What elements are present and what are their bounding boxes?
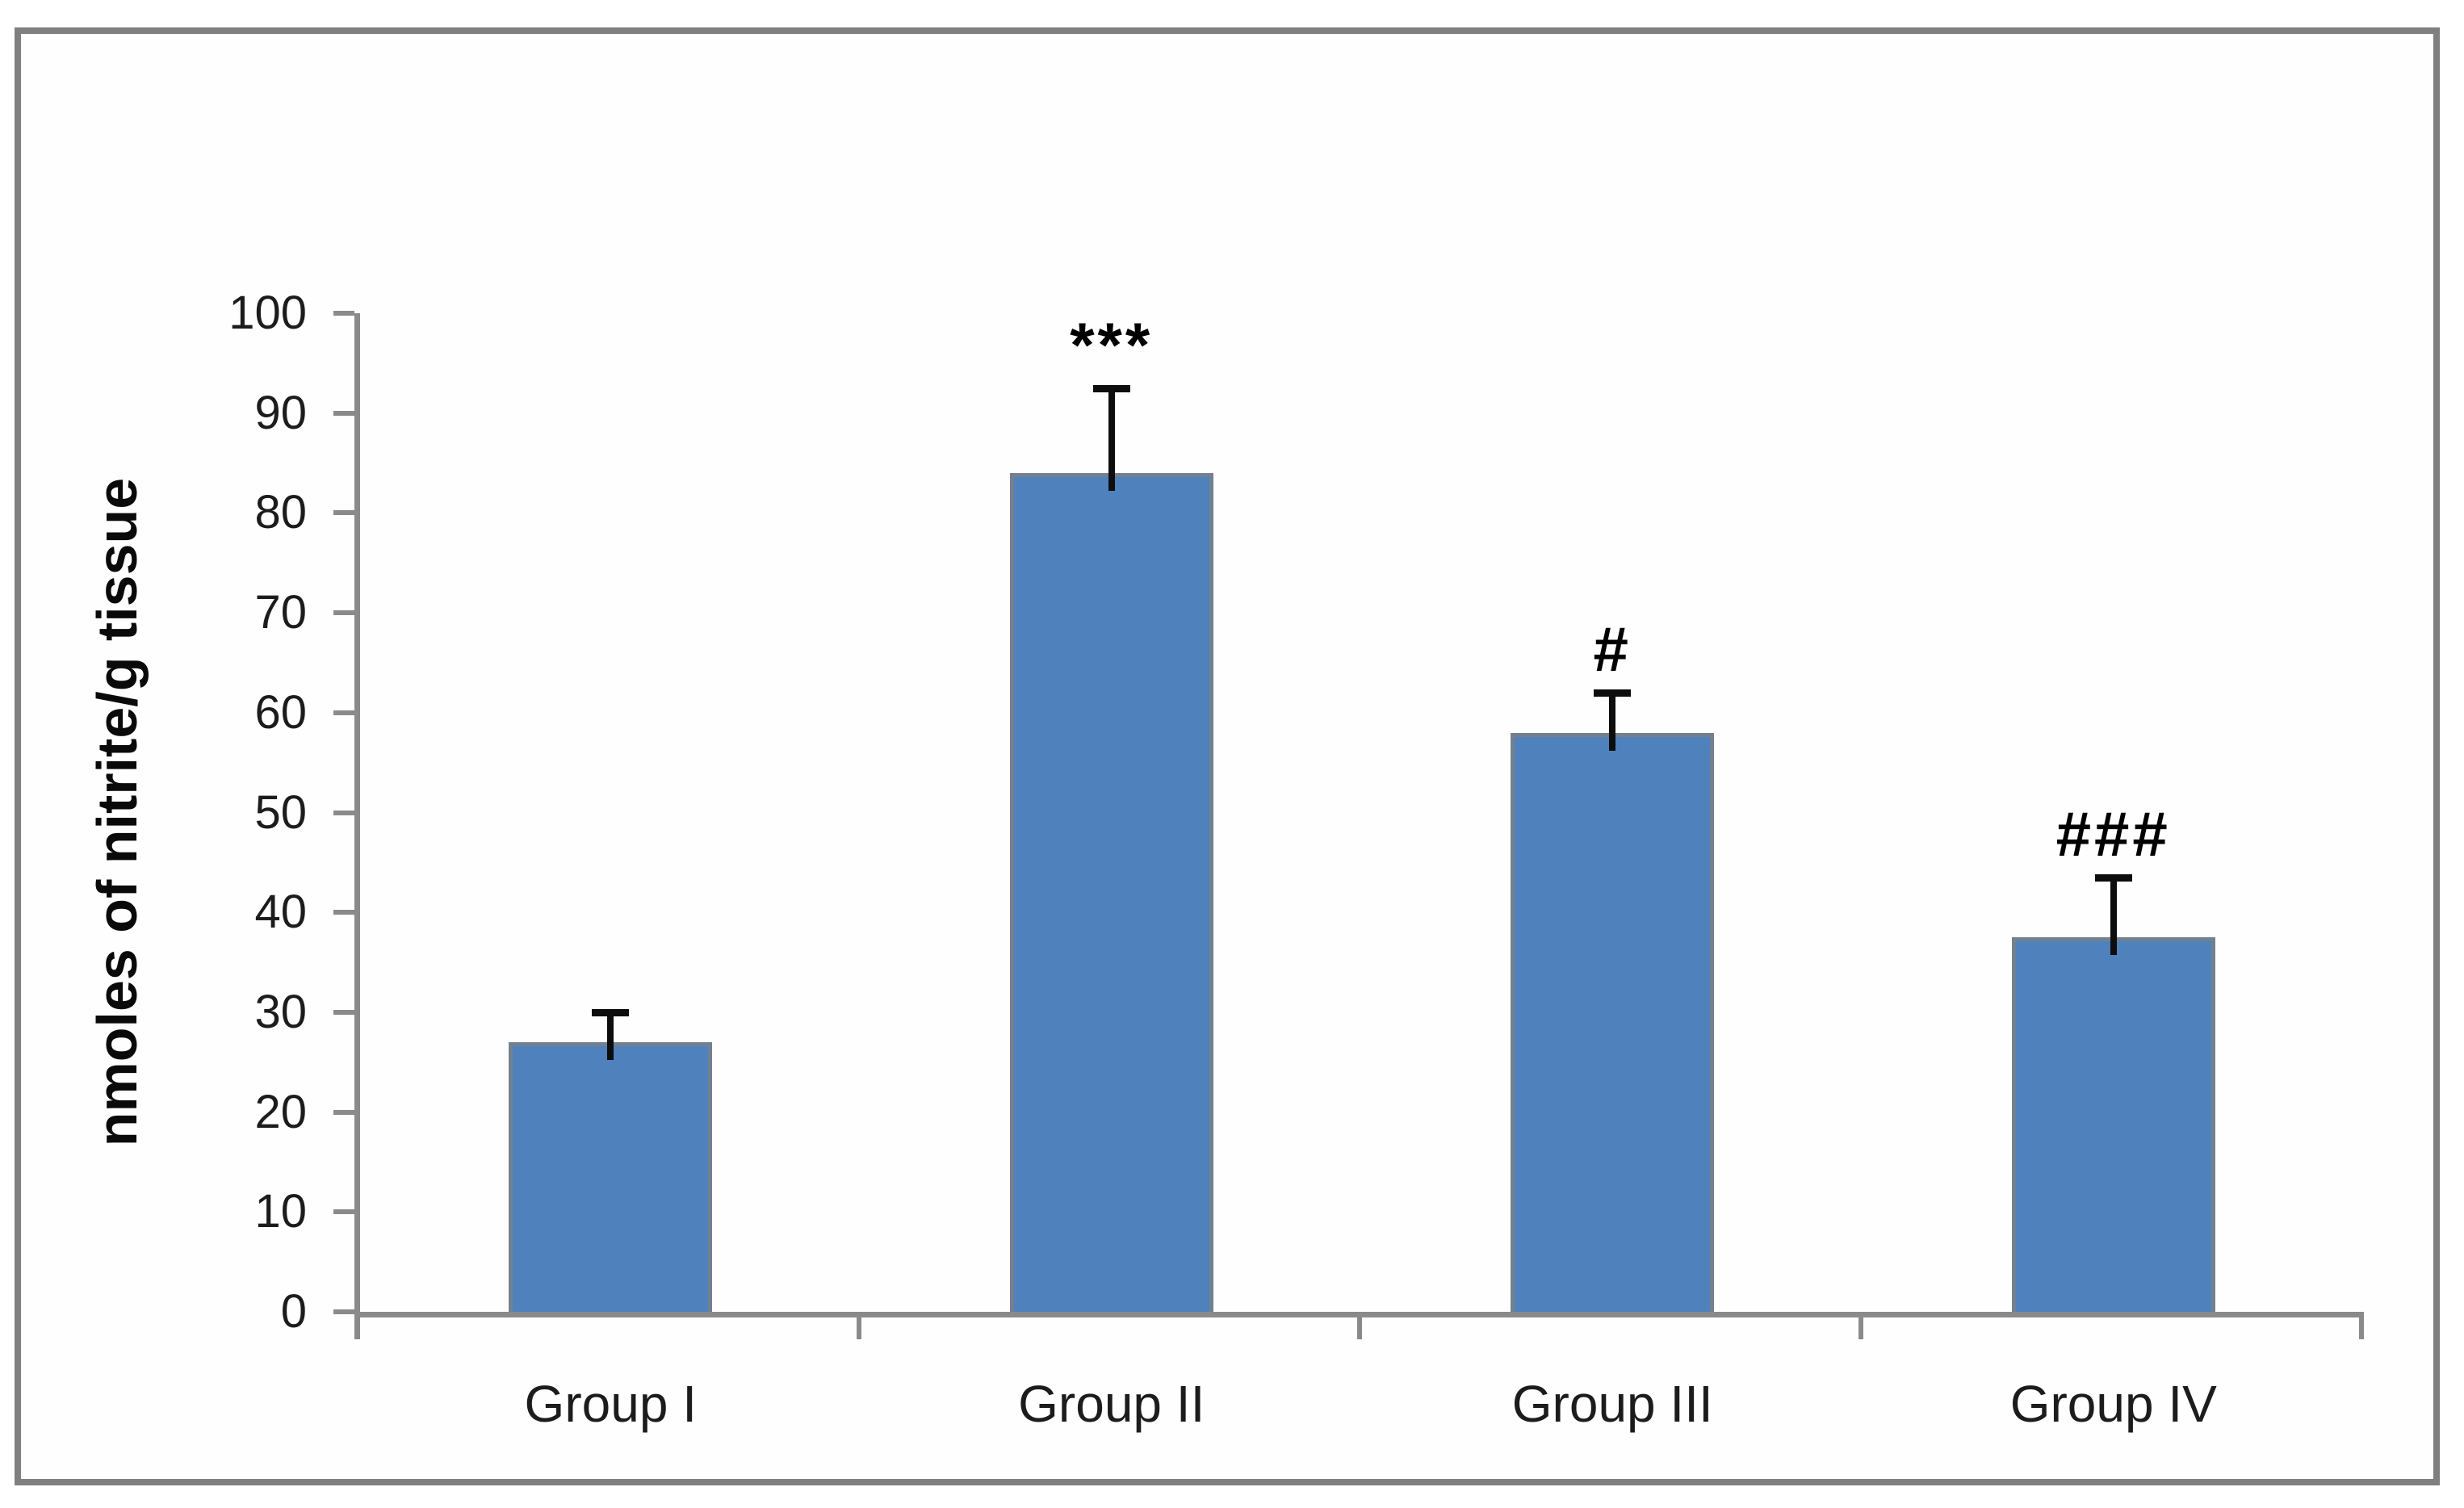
y-tick-mark <box>333 810 354 815</box>
bar-group-iv <box>2011 937 2215 1312</box>
error-bar-whisker <box>607 1012 614 1060</box>
error-bar-whisker <box>2110 877 2117 956</box>
error-bar-whisker <box>1609 693 1616 751</box>
x-tick-mark <box>1858 1312 1863 1339</box>
y-tick-mark <box>333 1309 354 1314</box>
y-tick-mark <box>333 610 354 616</box>
y-tick-mark <box>333 410 354 416</box>
y-tick-label: 30 <box>254 985 307 1038</box>
error-bar-cap <box>1092 384 1130 392</box>
category-label: Group III <box>1511 1375 1713 1433</box>
y-tick-label: 0 <box>280 1285 307 1338</box>
bar-group-ii <box>1009 472 1213 1312</box>
significance-label: *** <box>1070 308 1154 380</box>
y-tick-mark <box>333 1109 354 1115</box>
y-tick-mark <box>333 510 354 516</box>
y-tick-label: 50 <box>254 785 307 839</box>
y-tick-mark <box>333 311 354 316</box>
error-bar-cap <box>2094 873 2132 882</box>
x-tick-mark <box>1357 1312 1362 1339</box>
y-tick-label: 80 <box>254 486 307 539</box>
error-bar-whisker <box>1108 387 1115 491</box>
y-tick-mark <box>333 1209 354 1215</box>
significance-label: # <box>1593 614 1632 685</box>
y-tick-label: 20 <box>254 1085 307 1138</box>
error-bar-cap <box>592 1008 630 1016</box>
y-tick-label: 10 <box>254 1185 307 1238</box>
category-label: Group I <box>524 1375 697 1433</box>
y-tick-label: 100 <box>228 287 307 339</box>
y-tick-label: 40 <box>254 886 307 939</box>
x-tick-mark <box>2359 1312 2364 1339</box>
y-tick-mark <box>333 910 354 915</box>
y-axis-line <box>354 313 360 1339</box>
category-label: Group II <box>1018 1375 1205 1433</box>
category-label: Group IV <box>2009 1375 2217 1433</box>
bar-group-i <box>509 1042 713 1312</box>
x-tick-mark <box>856 1312 861 1339</box>
y-tick-label: 60 <box>254 685 307 739</box>
significance-label: ### <box>2055 798 2171 869</box>
y-tick-label: 70 <box>254 586 307 639</box>
y-tick-label: 90 <box>254 386 307 439</box>
y-tick-mark <box>333 1009 354 1015</box>
y-tick-mark <box>333 710 354 715</box>
x-tick-mark <box>355 1312 360 1339</box>
bar-group-iii <box>1511 732 1715 1312</box>
error-bar-cap <box>1594 689 1632 697</box>
